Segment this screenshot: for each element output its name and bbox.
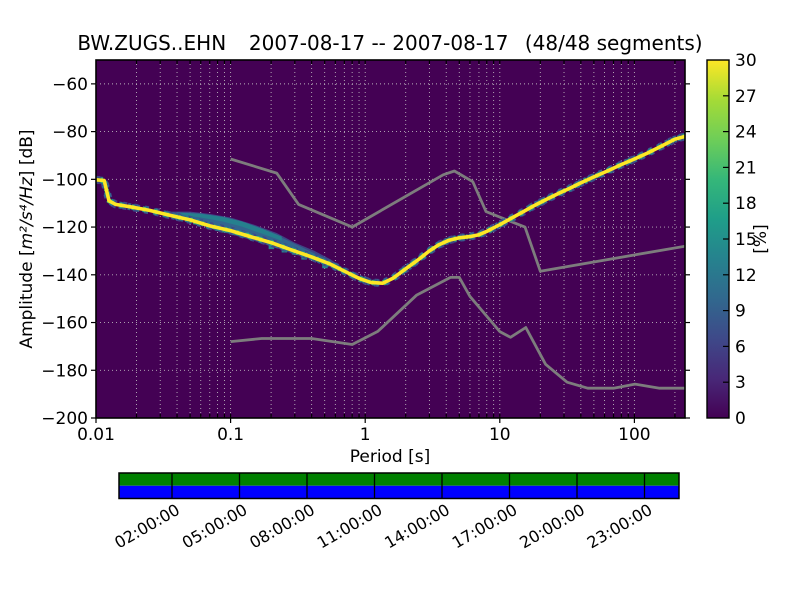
timebar-gaps-strip	[119, 485, 679, 499]
colorbar-tick-label: 9	[735, 302, 746, 322]
x-tick-label: 0.1	[217, 425, 244, 445]
y-tick-label: −160	[41, 314, 88, 334]
x-tick-label: 10	[489, 425, 511, 445]
colorbar-tick-label: 21	[735, 158, 757, 178]
time-tick-label: 05:00:00	[179, 500, 251, 552]
y-axis-label: Amplitude [m²/s⁴/Hz] [dB]	[17, 129, 37, 348]
x-tick-label: 100	[618, 425, 650, 445]
x-tick-label: 0.01	[77, 425, 115, 445]
colorbar-tick-label: 6	[735, 337, 746, 357]
colorbar-unit-label: [%]	[751, 224, 771, 253]
colorbar-gradient	[707, 60, 729, 418]
y-axis-label-suffix: ] [dB]	[17, 129, 37, 177]
plot-frame	[95, 59, 686, 419]
colorbar-tick-label: 3	[735, 373, 746, 393]
psd-spread-band	[179, 212, 282, 241]
colorbar-tick-label: 18	[735, 194, 757, 214]
y-axis-label-prefix: Amplitude [	[17, 249, 37, 348]
time-tick-labels: 02:00:0005:00:0008:00:0011:00:0014:00:00…	[111, 500, 655, 552]
colorbar-tick-label: 24	[735, 123, 757, 143]
time-tick-label: 02:00:00	[111, 500, 183, 552]
psd-mode-curve	[96, 134, 685, 286]
time-tick-label: 11:00:00	[314, 500, 386, 552]
plot-ticks	[91, 60, 690, 423]
plot-title: BW.ZUGS..EHN 2007-08-17 -- 2007-08-17 (4…	[77, 31, 702, 55]
x-axis-label: Period [s]	[350, 447, 431, 467]
colorbar-tick-label: 30	[735, 51, 757, 71]
colorbar-tick-label: 12	[735, 266, 757, 286]
low-noise-model-line	[230, 275, 685, 390]
y-tick-label: −140	[41, 266, 88, 286]
time-tick-label: 08:00:00	[246, 500, 318, 552]
colorbar-tick-label: 0	[735, 409, 746, 429]
y-tick-label: −80	[52, 123, 88, 143]
y-tick-label: −200	[41, 409, 88, 429]
time-tick-label: 14:00:00	[381, 500, 453, 552]
y-tick-label: −100	[41, 170, 88, 190]
colorbar-tick-label: 27	[735, 87, 757, 107]
x-tick-label: 1	[360, 425, 371, 445]
colorbar-tick-labels: 0 3 6 9 12 15 18 21 24 27 30	[735, 51, 757, 429]
time-tick-label: 17:00:00	[449, 500, 521, 552]
time-tick-label: 23:00:00	[584, 500, 656, 552]
timebar-data-strip	[119, 473, 679, 486]
time-tick-label: 20:00:00	[516, 500, 588, 552]
y-tick-label: −60	[52, 75, 88, 95]
colorbar-tick-label: 15	[735, 230, 757, 250]
timebar-frame	[118, 472, 680, 500]
ppsd-data-layer	[96, 132, 685, 390]
y-tick-label: −120	[41, 218, 88, 238]
colorbar-ticks	[723, 95, 729, 383]
plot-tick-labels: 0.01 0.1 1 10 100 −60 −80 −100 −120 −140 −160 −180 −…	[41, 75, 650, 445]
y-tick-label: −180	[41, 361, 88, 381]
plot-background	[96, 60, 685, 418]
time-coverage-bar	[118, 472, 680, 500]
y-axis-label-math: m²/s⁴/Hz	[17, 176, 37, 249]
high-noise-model-line	[230, 157, 685, 273]
